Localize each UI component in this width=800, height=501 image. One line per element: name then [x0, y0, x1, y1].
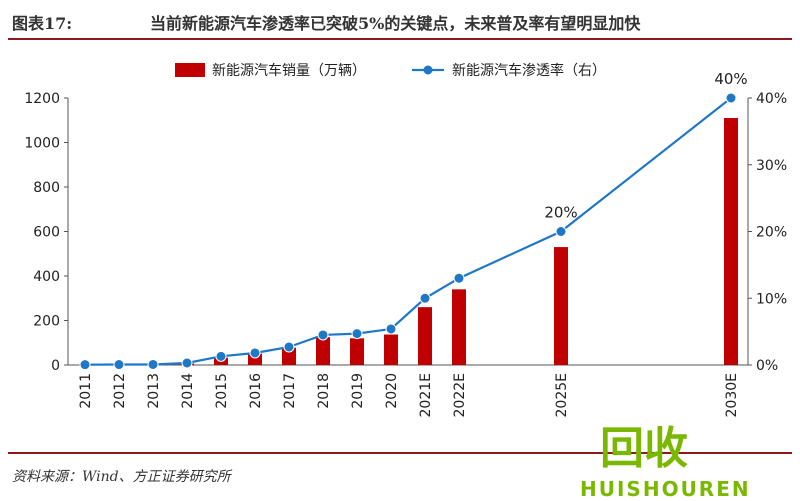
line-point [318, 330, 328, 340]
right-tick-label: 10% [756, 291, 787, 307]
data-label: 20% [544, 204, 577, 222]
line-point [556, 227, 566, 237]
line-point [216, 351, 226, 361]
x-tick-label: 2030E [724, 373, 740, 417]
x-tick-label: 2021E [418, 373, 434, 417]
left-tick-label: 800 [33, 180, 60, 196]
x-tick-label: 2020 [384, 373, 400, 409]
data-label: 40% [714, 70, 747, 88]
left-tick-label: 1200 [24, 91, 60, 107]
combo-chart: 0 200 400 600 800 1000 1200 0% 10% 20% 30% 40% 20% 40… [0, 40, 800, 452]
bar [554, 247, 568, 365]
watermark-logo: 回收 [600, 412, 688, 476]
legend-bar-label: 新能源汽车销量（万辆） [212, 62, 366, 79]
line-point [726, 93, 736, 103]
line-point [454, 273, 464, 283]
line-point [420, 293, 430, 303]
figure-label: 图表17: [12, 10, 72, 34]
left-tick-label: 600 [33, 225, 60, 241]
figure-title: 当前新能源汽车渗透率已突破5%的关键点，未来普及率有望明显加快 [150, 10, 640, 34]
bar [724, 118, 738, 365]
line-point [182, 358, 192, 368]
x-tick-label: 2017 [282, 373, 298, 409]
bar [418, 307, 432, 365]
x-tick-label: 2012 [112, 373, 128, 409]
left-tick-label: 0 [51, 358, 60, 374]
x-tick-label: 2011 [78, 373, 94, 409]
figure-header: 图表17: 当前新能源汽车渗透率已突破5%的关键点，未来普及率有望明显加快 [0, 0, 800, 40]
x-tick-label: 2013 [146, 373, 162, 409]
legend-line-marker [424, 66, 433, 75]
bar [452, 289, 466, 365]
bar [384, 335, 398, 365]
x-tick-label: 2022E [452, 373, 468, 417]
line-point [80, 360, 90, 370]
line-point [114, 360, 124, 370]
line-point [352, 329, 362, 339]
source-note: 资料来源：Wind、方正证券研究所 [12, 466, 231, 486]
line-point [386, 324, 396, 334]
left-tick-label: 200 [33, 314, 60, 330]
legend-line-label: 新能源汽车渗透率（右） [452, 62, 606, 79]
x-tick-label: 2016 [248, 373, 264, 409]
legend-bar-swatch [175, 63, 205, 77]
x-tick-label: 2018 [316, 373, 332, 409]
watermark-text: HUISHOUREN [580, 477, 751, 501]
line-point [250, 348, 260, 358]
right-tick-label: 30% [756, 158, 787, 174]
left-tick-label: 1000 [24, 136, 60, 152]
right-tick-label: 40% [756, 91, 787, 107]
bar [316, 337, 330, 365]
line-point [148, 359, 158, 369]
right-tick-label: 20% [756, 225, 787, 241]
x-tick-label: 2015 [214, 373, 230, 409]
x-tick-label: 2025E [554, 373, 570, 417]
line-point [284, 342, 294, 352]
left-tick-label: 400 [33, 269, 60, 285]
penetration-line [85, 98, 731, 365]
right-tick-label: 0% [756, 358, 778, 374]
bar [350, 338, 364, 365]
x-tick-label: 2019 [350, 373, 366, 409]
x-tick-label: 2014 [180, 373, 196, 409]
